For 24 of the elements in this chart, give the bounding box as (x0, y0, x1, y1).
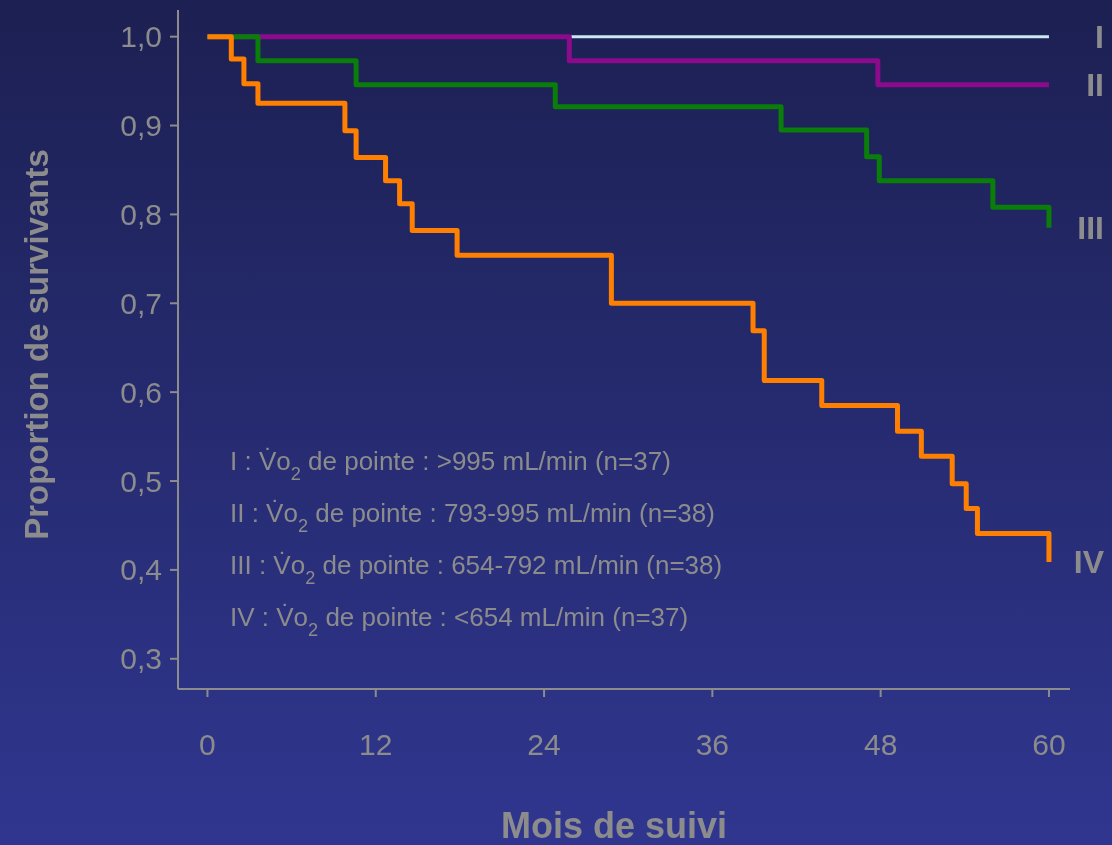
series-label: II (1086, 66, 1104, 103)
y-tick-label: 0,5 (120, 464, 162, 498)
x-tick-label: 48 (863, 728, 898, 761)
y-tick-label: 1,0 (120, 20, 162, 54)
y-axis-title: Proportion de survivants (18, 149, 55, 540)
y-tick-label: 0,6 (120, 375, 162, 409)
annotation: IV : V̇o$_{2}$ de pointe : <654 mL/min (n=37) (230, 602, 689, 640)
y-tick-label: 0,4 (120, 553, 162, 587)
series-label: I (1095, 18, 1104, 55)
y-tick-label: 0,3 (120, 642, 162, 676)
y-tick-label: 0,7 (120, 286, 162, 320)
x-tick-label: 12 (359, 728, 393, 761)
x-tick-label: 36 (695, 728, 730, 761)
y-tick-label: 0,8 (120, 197, 162, 231)
y-tick-label: 0,9 (120, 109, 162, 143)
x-axis-title: Mois de suivi (500, 805, 728, 845)
annotation: II : V̇o$_{2}$ de pointe : 793-995 mL/min (n=38) (230, 498, 715, 536)
annotation: III : V̇o$_{2}$ de pointe : 654-792 mL/min (n=38) (230, 550, 723, 588)
annotation: I : V̇o$_{2}$ de pointe : >995 mL/min (n=37) (230, 446, 671, 484)
series-label: IV (1073, 544, 1105, 581)
x-tick-label: 24 (527, 728, 561, 761)
series-label: III (1077, 209, 1104, 246)
x-tick-label: 60 (1032, 728, 1066, 761)
x-tick-label: 0 (199, 728, 216, 761)
